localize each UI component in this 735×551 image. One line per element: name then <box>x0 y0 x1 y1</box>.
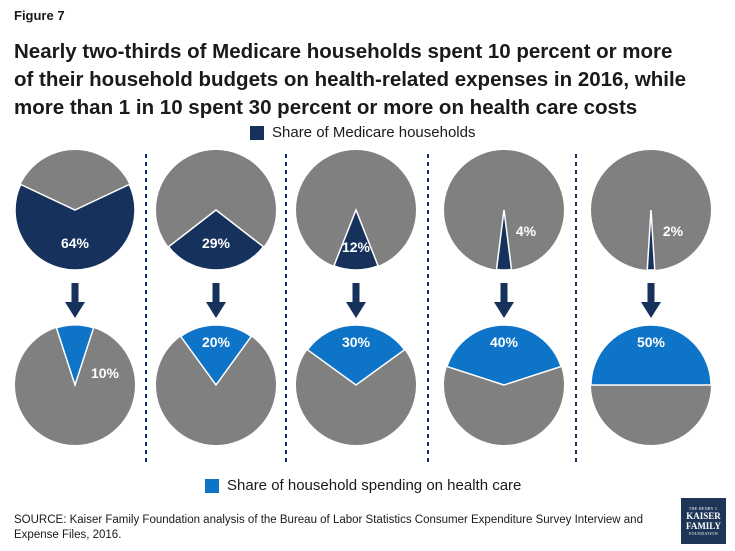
title-line-1: Nearly two-thirds of Medicare households… <box>14 40 673 63</box>
spending-label-4: 40% <box>490 334 519 350</box>
households-slice-5 <box>646 209 656 271</box>
legend-households-label: Share of Medicare households <box>272 124 476 141</box>
arrow-head-4 <box>494 302 514 318</box>
spending-label-2: 20% <box>202 334 231 350</box>
arrow-head-1 <box>65 302 85 318</box>
households-label-3: 12% <box>342 239 371 255</box>
households-slice-2 <box>167 209 265 271</box>
households-label-1: 64% <box>61 235 90 251</box>
legend-spending-label: Share of household spending on health ca… <box>227 477 522 494</box>
spending-slice-3 <box>306 324 406 386</box>
spending-slice-4 <box>445 324 563 386</box>
spending-label-1: 10% <box>91 365 120 381</box>
source-note: SOURCE: Kaiser Family Foundation analysi… <box>14 514 643 541</box>
legend-households: Share of Medicare households <box>250 124 475 141</box>
legend-households-swatch <box>250 125 264 140</box>
figure-label: Figure 7 <box>14 8 65 23</box>
arrow-head-2 <box>206 302 226 318</box>
spending-slice-2 <box>179 324 253 387</box>
households-slice-4 <box>495 209 513 271</box>
spending-label-3: 30% <box>342 334 371 350</box>
legend-spending: Share of household spending on health ca… <box>205 477 521 494</box>
households-label-5: 2% <box>663 223 684 239</box>
logo-line-3: FAMILY <box>685 521 721 531</box>
title-line-3: more than 1 in 10 spent 30 percent or mo… <box>14 96 638 119</box>
spending-slice-1 <box>55 324 95 388</box>
spending-label-5: 50% <box>637 334 666 350</box>
title-line-2: of their household budgets on health-rel… <box>14 68 687 91</box>
logo-line-4: FOUNDATION <box>689 531 718 536</box>
chart-title: Nearly two-thirds of Medicare households… <box>14 38 726 122</box>
households-slice-1 <box>14 183 136 271</box>
kff-logo: THE HENRY J. KAISER FAMILY FOUNDATION <box>681 498 726 544</box>
arrow-head-5 <box>641 302 661 318</box>
pie-chart-grid: 64% 10% 29% 20% 12% 30% 4% 40% 2% 50% <box>14 150 712 465</box>
legend-spending-swatch <box>205 478 219 493</box>
arrow-head-3 <box>346 302 366 318</box>
households-label-2: 29% <box>202 235 231 251</box>
logo-line-1: THE HENRY J. <box>688 506 719 511</box>
households-label-4: 4% <box>516 223 537 239</box>
households-slice-3 <box>332 207 380 271</box>
logo-line-2: KAISER <box>686 511 721 521</box>
spending-slice-5 <box>590 324 712 386</box>
